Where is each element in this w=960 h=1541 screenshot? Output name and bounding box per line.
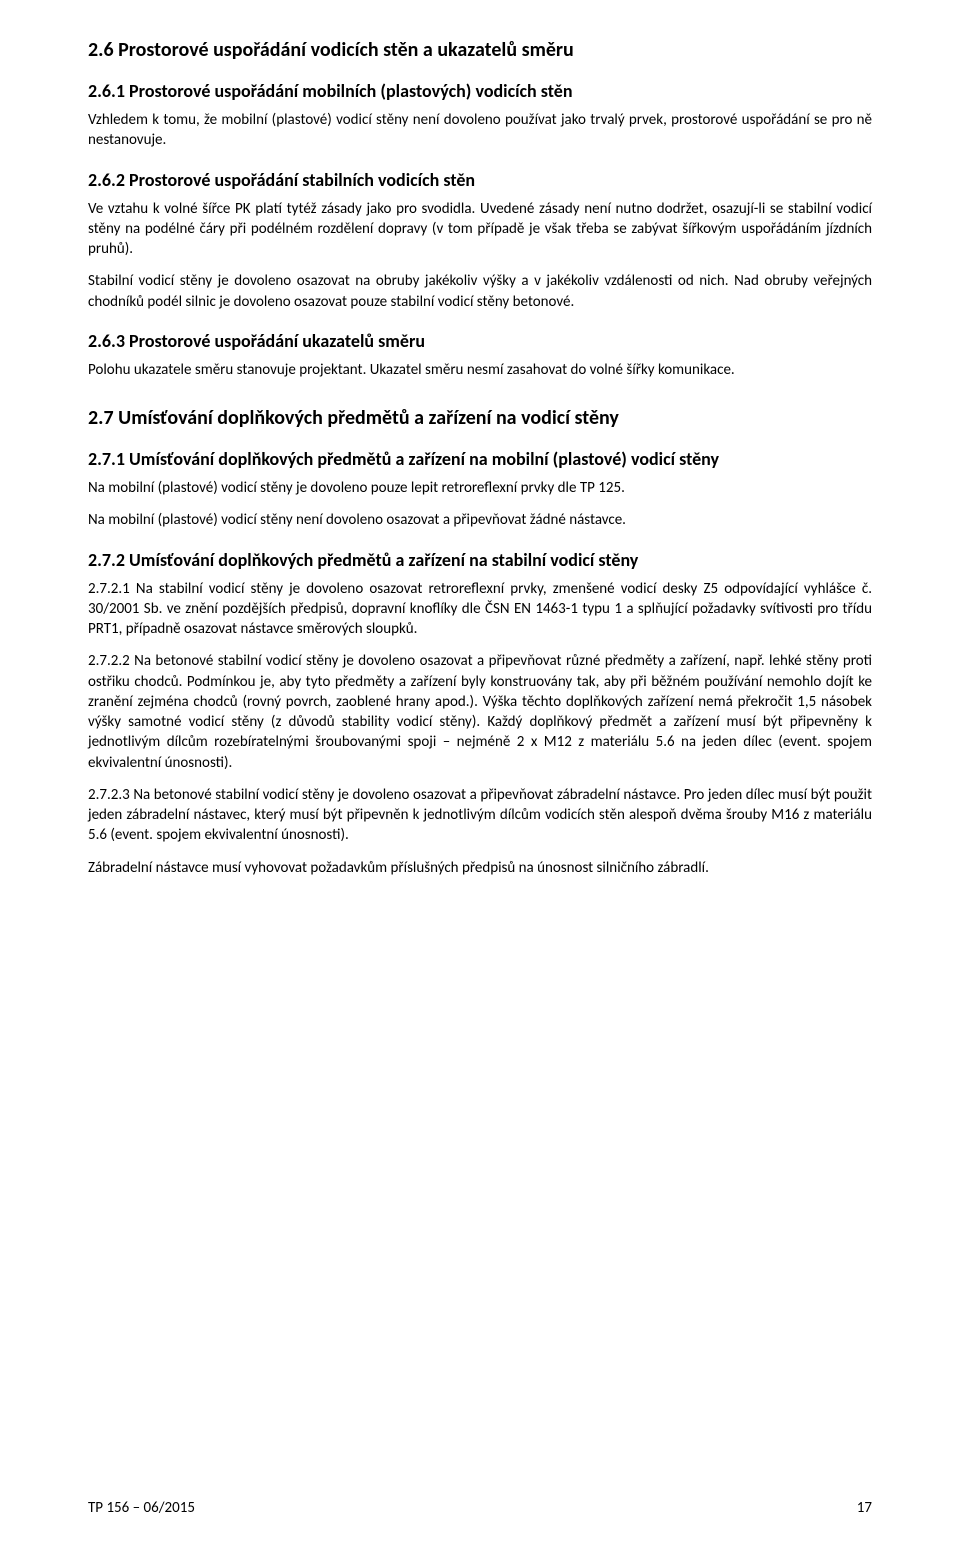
- footer-doc-code: TP 156 – 06/2015: [88, 1499, 195, 1517]
- footer-page-number: 17: [857, 1499, 872, 1517]
- heading-2-7-2: 2.7.2 Umísťování doplňkových předmětů a …: [88, 549, 872, 571]
- paragraph: Zábradelní nástavce musí vyhovovat požad…: [88, 858, 872, 878]
- paragraph-2-7-2-2: 2.7.2.2 Na betonové stabilní vodicí stěn…: [88, 651, 872, 773]
- paragraph: Na mobilní (plastové) vodicí stěny je do…: [88, 478, 872, 498]
- heading-2-7: 2.7 Umísťování doplňkových předmětů a za…: [88, 406, 872, 430]
- page-footer: TP 156 – 06/2015 17: [88, 1499, 872, 1517]
- paragraph-2-7-2-3: 2.7.2.3 Na betonové stabilní vodicí stěn…: [88, 785, 872, 846]
- heading-2-7-1: 2.7.1 Umísťování doplňkových předmětů a …: [88, 448, 872, 470]
- heading-2-6-1: 2.6.1 Prostorové uspořádání mobilních (p…: [88, 80, 872, 102]
- paragraph: Na mobilní (plastové) vodicí stěny není …: [88, 510, 872, 530]
- paragraph: Vzhledem k tomu, že mobilní (plastové) v…: [88, 110, 872, 151]
- document-page: 2.6 Prostorové uspořádání vodicích stěn …: [0, 0, 960, 1541]
- heading-2-6-2: 2.6.2 Prostorové uspořádání stabilních v…: [88, 169, 872, 191]
- heading-2-6-3: 2.6.3 Prostorové uspořádání ukazatelů sm…: [88, 330, 872, 352]
- paragraph: Polohu ukazatele směru stanovuje projekt…: [88, 360, 872, 380]
- paragraph: Stabilní vodicí stěny je dovoleno osazov…: [88, 271, 872, 312]
- heading-2-6: 2.6 Prostorové uspořádání vodicích stěn …: [88, 38, 872, 62]
- paragraph-2-7-2-1: 2.7.2.1 Na stabilní vodicí stěny je dovo…: [88, 579, 872, 640]
- paragraph: Ve vztahu k volné šířce PK platí tytéž z…: [88, 199, 872, 260]
